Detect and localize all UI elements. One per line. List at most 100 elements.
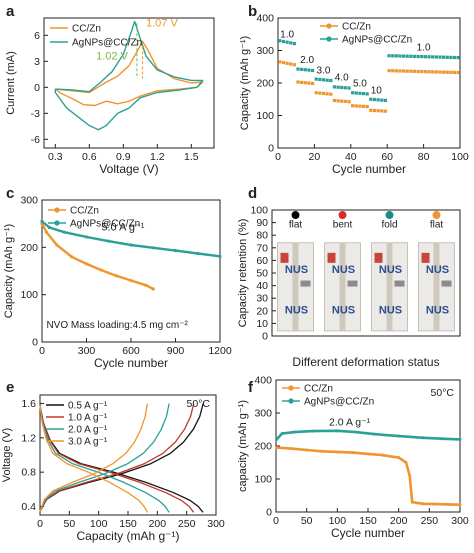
rate-point [347,86,351,90]
y-tick-label: 1.6 [21,398,36,410]
cycle-point [275,446,279,450]
legend-label: CC/Zn [342,22,371,33]
cv-curve [54,20,204,131]
plot-frame [43,17,215,149]
x-tick-label: 300 [451,515,469,527]
photo-text: NUS [426,304,449,316]
panel-letter: e [6,379,14,396]
x-tick-label: 150 [119,518,137,530]
charge-curve [39,403,149,512]
cycle-point [84,262,89,266]
rate-point [420,69,424,74]
y-tick-label: 90 [256,217,268,229]
rate-point [351,104,355,108]
cycle-point [458,503,462,507]
cycle-point [433,502,437,506]
legend-marker [326,23,332,29]
x-tick-label: 60 [381,151,393,163]
photo-3: NUS NUS [418,242,455,332]
cycle-point [381,453,385,457]
cycle-point [289,447,293,451]
x-tick-label: 200 [149,518,167,530]
y-tick-label: 1.2 [21,432,36,444]
x-tick-label: 0.6 [82,151,97,163]
rate-point [442,55,446,59]
rate-point [329,78,333,83]
x-tick-label: 100 [451,151,469,163]
rate-point [318,77,322,82]
panel-letter: a [6,3,15,20]
x-tick-label: 0 [37,518,43,530]
y-tick-label: 200 [254,441,272,453]
discharge-curve [39,405,148,513]
rate-point [332,98,337,103]
panel-letter: d [248,185,257,202]
rate-point [387,54,391,58]
y-tick-label: 200 [256,78,274,90]
rate-point [398,54,402,58]
x-tick-label: 0 [273,515,279,527]
legend-label: AgNPs@CC/Zn [72,38,142,49]
rate-point [289,41,293,45]
rate-point [336,99,340,103]
clip-icon [421,252,430,263]
y-tick-label: 300 [256,45,274,57]
rate-point [431,55,435,59]
rate-point [296,80,300,84]
rate-point [391,69,395,73]
rate-point [445,70,449,74]
rate-point [383,98,387,103]
y-tick-label: 80 [256,230,268,242]
rate-label: 2.0 [300,55,314,66]
x-tick-label: 100 [90,518,108,530]
rate-point [354,91,358,95]
rate-annotation: 5.0 A g⁻¹ [101,221,144,233]
y-tick-label: 100 [250,205,268,217]
legend-marker [54,220,60,226]
cycle-point [404,461,408,464]
panel-b: 0 20 40 60 80 100 0 100 200 300 400 Cycle number Cap… [239,13,469,177]
cycle-point [335,450,339,454]
photo-2: NUS NUS [371,242,408,332]
rate-point [394,69,398,73]
rate-point [405,54,409,58]
x-axis-label: Cycle number [331,526,405,540]
rate-point [300,80,304,84]
cycle-point [84,235,89,239]
x-tick-label: 900 [167,345,185,357]
rate-point [343,86,347,90]
rate-point [361,104,366,108]
photo-strip [433,242,440,331]
y-tick-label: 100 [20,289,38,301]
rate-label: 1.0 [417,43,431,54]
rate-point [321,78,326,82]
rate-point [296,67,300,71]
rate-point [445,55,449,59]
rate-label: 10 [371,85,383,96]
rate-point [449,55,453,59]
rate-point [416,54,420,59]
y-tick-label: 30 [256,293,268,305]
rate-point [420,55,424,59]
cycle-point [47,225,52,230]
rate-point [300,67,304,71]
cycle-point [114,274,118,278]
clip-icon [374,252,383,263]
clip-icon [280,252,289,263]
rate-point [387,69,391,73]
legend-label: AgNPs@CC/Zn [342,35,412,46]
cycle-point [397,456,401,460]
rate-point [452,55,457,60]
y-tick-label: 300 [254,408,272,420]
rate-annotation: 2.0 A g⁻¹ [329,417,371,429]
cycle-point [70,255,74,259]
rate-point [307,81,311,85]
y-tick-label: 20 [256,305,268,317]
cycle-point [351,451,355,455]
rate-point [332,85,337,89]
rate-point [449,70,453,74]
rate-point [401,69,406,73]
rate-point [376,98,380,102]
x-tick-label: 300 [207,518,225,530]
